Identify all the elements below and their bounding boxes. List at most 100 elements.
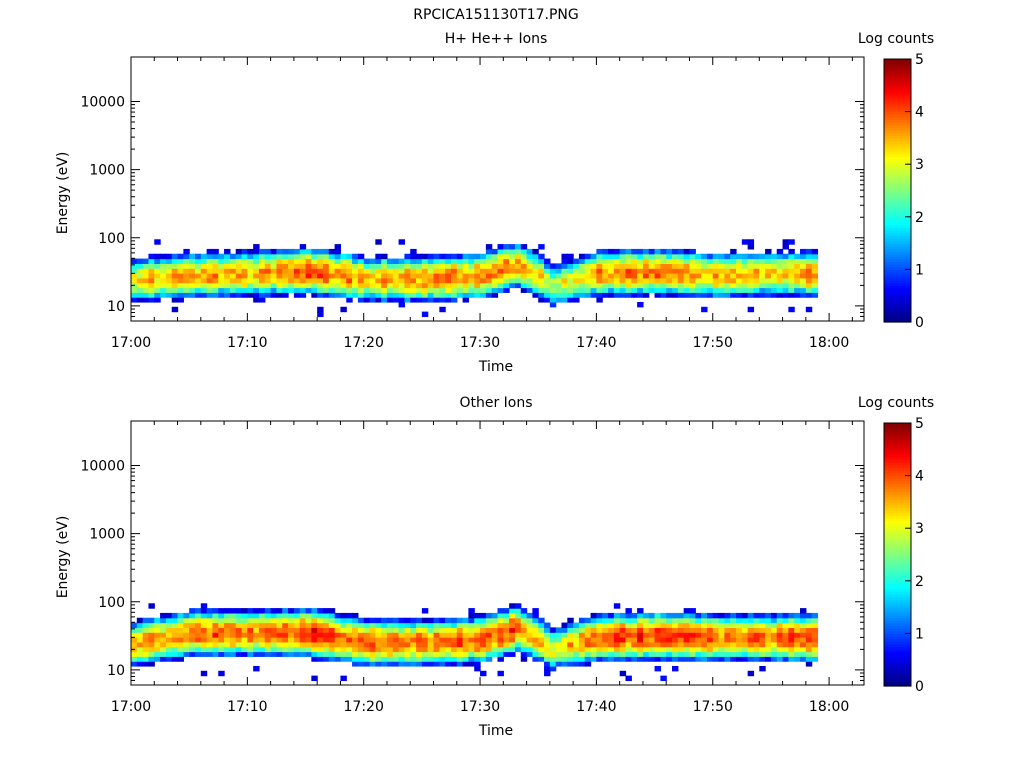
heatmap-cell (427, 651, 435, 657)
heatmap-cell (741, 622, 749, 628)
heatmap-cell (235, 248, 243, 255)
heatmap-cell (194, 273, 202, 279)
heatmap-cell (264, 641, 272, 648)
heatmap-cell (730, 268, 737, 274)
heatmap-cell (282, 651, 289, 657)
heatmap-cell (212, 287, 219, 293)
colorbar-segment (884, 433, 911, 437)
heatmap-cell (148, 258, 155, 264)
heatmap-cell (450, 297, 458, 303)
heatmap-cell (258, 287, 266, 293)
heatmap-cell (439, 273, 446, 279)
heatmap-cell (520, 622, 528, 628)
heatmap-cell (608, 287, 615, 293)
heatmap-cell (642, 651, 650, 657)
heatmap-cell (433, 656, 440, 662)
heatmap-cell (468, 287, 475, 293)
heatmap-cell (654, 248, 661, 255)
heatmap-cell (503, 627, 510, 633)
heatmap-cell (788, 612, 795, 619)
heatmap-cell (206, 617, 214, 624)
heatmap-cell (183, 253, 190, 260)
heatmap-cell (212, 608, 219, 614)
heatmap-cell (160, 292, 167, 298)
colorbar-tick-label: 5 (915, 416, 924, 432)
heatmap-cell (241, 282, 248, 289)
colorbar-segment (884, 601, 911, 606)
heatmap-cell (334, 263, 342, 269)
heatmap-cell (637, 263, 644, 269)
x-tick-label: 17:50 (693, 335, 733, 351)
heatmap-cell (235, 268, 243, 274)
heatmap-cell (375, 651, 382, 657)
colorbar-segment (884, 101, 911, 105)
heatmap-cell (241, 651, 248, 657)
heatmap-cell (811, 651, 819, 657)
heatmap-cell (328, 656, 336, 662)
heatmap-cell (136, 268, 144, 274)
heatmap-cell (520, 637, 528, 643)
heatmap-cell (317, 268, 324, 274)
heatmap-cell (509, 632, 516, 638)
heatmap-cell (462, 268, 470, 274)
heatmap-cell (765, 263, 772, 269)
heatmap-cell (770, 263, 778, 269)
heatmap-cell (648, 258, 656, 264)
heatmap-cell (689, 277, 696, 284)
heatmap-cell (247, 641, 254, 648)
heatmap-cell (410, 632, 417, 638)
heatmap-cell (189, 622, 196, 628)
heatmap-cell (497, 263, 504, 269)
heatmap-cell (375, 273, 382, 279)
heatmap-cell (800, 632, 807, 638)
heatmap-cell (189, 617, 196, 624)
heatmap-cell (631, 258, 638, 264)
heatmap-cell (631, 646, 638, 653)
colorbar-segment (884, 633, 911, 637)
heatmap-cell (741, 612, 749, 619)
heatmap-cell (171, 627, 179, 633)
heatmap-cell (765, 277, 772, 284)
colorbar-segment (884, 282, 911, 286)
heatmap-cell (264, 608, 272, 614)
heatmap-cell (468, 608, 475, 614)
heatmap-cell (683, 617, 691, 624)
heatmap-cell (276, 632, 283, 638)
heatmap-cell (561, 297, 568, 303)
heatmap-cell (328, 612, 336, 619)
heatmap-cell (212, 641, 219, 648)
colorbar-segment (884, 494, 911, 498)
heatmap-cell (247, 617, 254, 624)
colorbar-tick-label: 2 (915, 574, 924, 590)
heatmap-cell (736, 656, 743, 662)
heatmap-cell (445, 617, 452, 624)
heatmap-cell (334, 627, 342, 633)
colorbar-segment (884, 617, 911, 621)
heatmap-cell (811, 287, 819, 293)
heatmap-cell (206, 248, 214, 255)
heatmap-cell (189, 258, 196, 264)
heatmap-cell (229, 612, 237, 619)
heatmap-cell (474, 277, 481, 284)
heatmap-cell (648, 268, 656, 274)
heatmap-cell (666, 253, 673, 260)
heatmap-cell (276, 608, 283, 614)
heatmap-cell (299, 641, 307, 648)
heatmap-cell (788, 248, 795, 255)
heatmap-cell (538, 622, 545, 628)
heatmap-cell (177, 617, 184, 624)
heatmap-cell (631, 273, 638, 279)
colorbar-segment (884, 143, 911, 147)
colorbar-segment (884, 667, 911, 671)
heatmap-cell (625, 622, 632, 628)
heatmap-cell (241, 632, 248, 638)
heatmap-cell (648, 622, 656, 628)
heatmap-cell (491, 637, 499, 643)
heatmap-cell (369, 297, 376, 303)
heatmap-cell (747, 244, 755, 250)
heatmap-cell (625, 248, 632, 255)
heatmap-cell (183, 627, 190, 633)
heatmap-cell (293, 646, 301, 653)
colorbar-segment (884, 428, 911, 432)
heatmap-cell (468, 612, 475, 619)
